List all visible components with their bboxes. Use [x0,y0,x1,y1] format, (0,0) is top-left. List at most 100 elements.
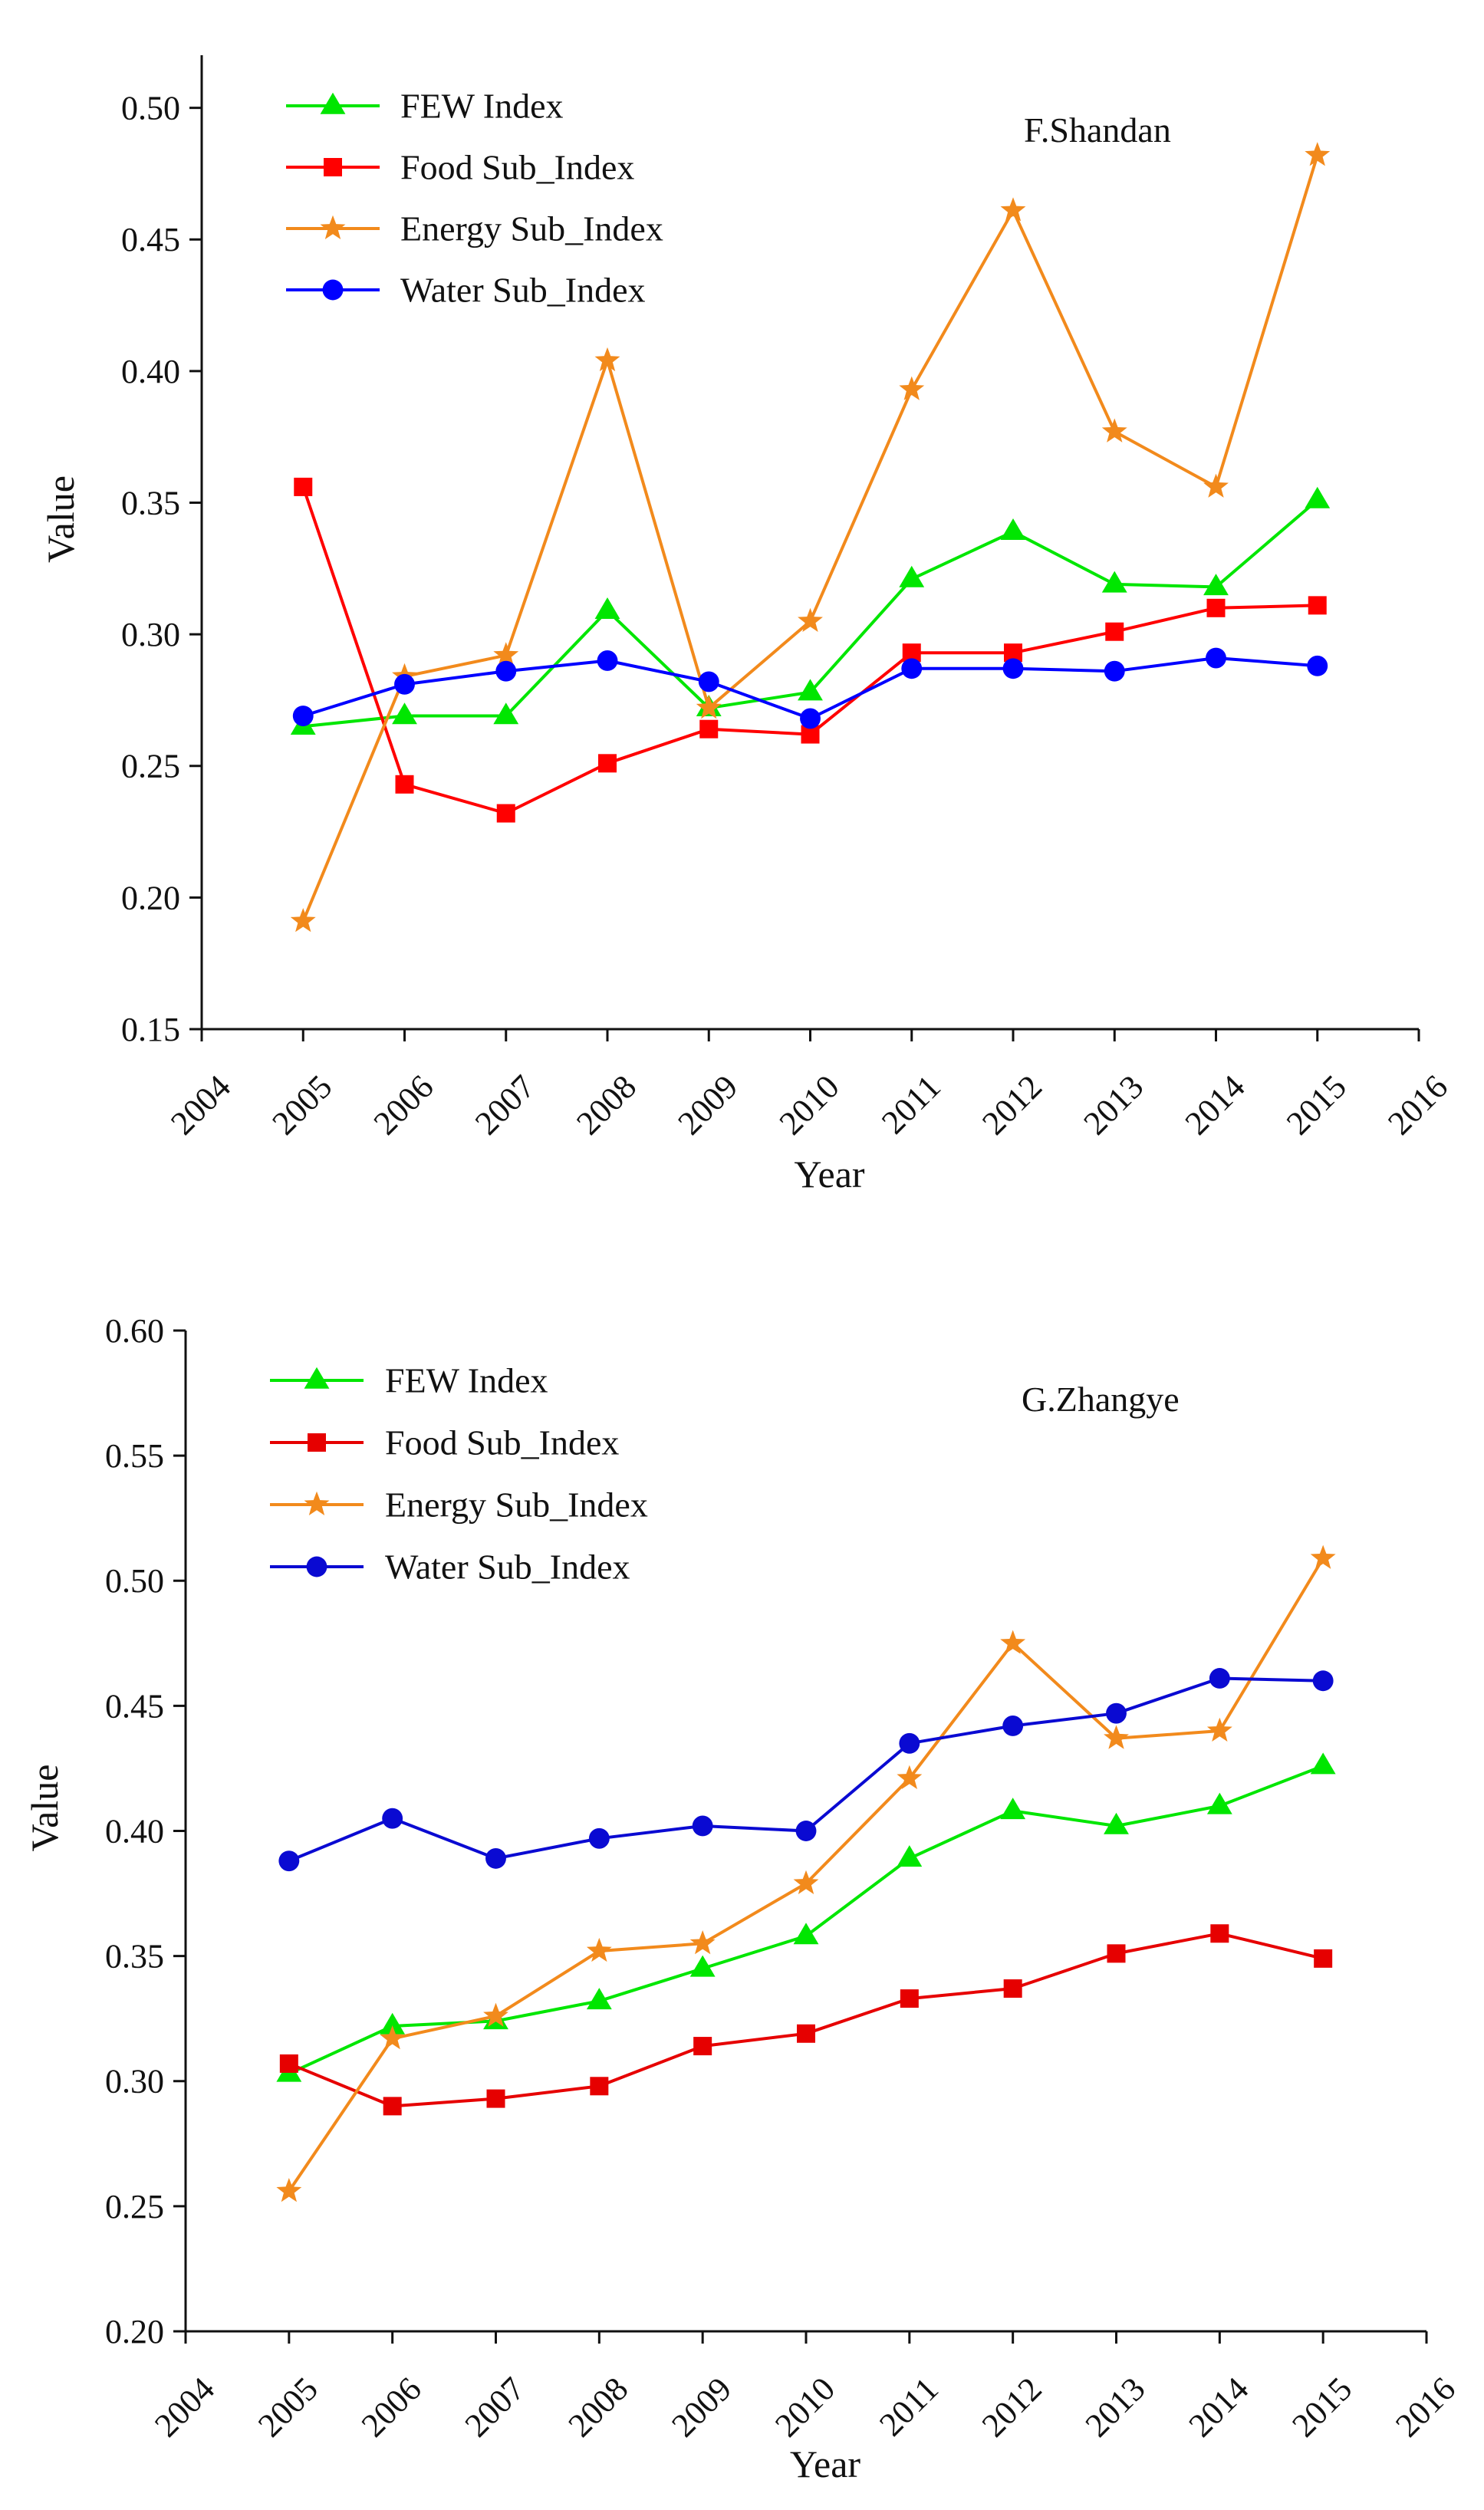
y-tick-label: 0.40 [121,353,180,390]
data-point [383,2097,402,2116]
legend-item: Energy Sub_Index [270,1485,648,1525]
y-tick-label: 0.35 [105,1938,164,1975]
data-point [1206,1717,1232,1742]
legend-label: FEW Index [385,1361,548,1400]
data-point [795,1821,817,1841]
y-tick-label: 0.45 [121,221,180,258]
data-point [897,1845,923,1867]
data-point [1104,1725,1129,1749]
legend-marker [308,1433,326,1452]
data-point [486,2089,505,2108]
y-axis-title: Value [23,1765,66,1852]
data-point [594,597,620,619]
data-point [1305,486,1331,508]
data-point [1105,622,1124,641]
data-point [900,1989,919,2008]
y-axis-title: Value [39,475,82,563]
data-point [290,907,316,933]
data-point [1308,596,1327,615]
data-point [692,1815,713,1837]
data-point [797,2024,815,2043]
data-point [1107,1944,1126,1963]
series-food-sub-index [294,477,1327,823]
y-tick-label: 0.40 [105,1812,164,1850]
legend-label: Water Sub_Index [400,271,645,310]
data-point [1305,142,1331,166]
data-point [798,679,823,701]
legend-item: FEW Index [270,1361,548,1400]
data-point [294,477,313,496]
data-point [1307,655,1328,676]
data-point [279,2054,298,2073]
data-point [483,2002,508,2027]
data-point [1002,658,1024,679]
data-point [394,673,415,695]
panel-label: F.Shandan [1024,110,1171,150]
data-point [1206,647,1226,669]
y-tick-label: 0.30 [105,2063,164,2100]
data-point [380,2012,406,2035]
data-point [696,694,722,719]
data-point [495,660,517,682]
data-point [1310,1544,1336,1569]
y-tick-label: 0.15 [121,1011,180,1048]
data-point [1210,1924,1229,1943]
data-point [793,1870,819,1894]
y-tick-label: 0.45 [105,1687,164,1725]
data-point [899,565,925,587]
series-energy-sub-index [276,1544,1336,2202]
data-point [380,2025,406,2050]
data-point [1203,574,1229,596]
legend-marker [320,215,346,239]
legend-marker [306,1556,327,1577]
y-tick-label: 0.60 [105,1312,164,1350]
data-point [276,2178,302,2202]
legend-marker [304,1491,330,1515]
legend-item: Energy Sub_Index [286,209,663,248]
data-point [899,1732,920,1754]
data-point [292,706,314,726]
data-point [901,658,923,679]
data-point [1312,1670,1334,1692]
legend-item: Food Sub_Index [270,1423,619,1462]
legend-marker [322,279,344,301]
legend: FEW Index Food Sub_Index Energy Sub_Index W… [270,1361,648,1587]
y-tick-label: 0.20 [105,2313,164,2350]
data-point [598,754,617,773]
data-point [699,719,719,739]
legend-label: FEW Index [400,87,564,126]
data-point [1000,1798,1026,1820]
y-tick-label: 0.50 [105,1562,164,1600]
data-point [798,607,823,632]
data-point [689,1930,716,1955]
data-point [1104,1812,1129,1834]
data-point [693,2037,712,2056]
data-point [1314,1949,1333,1968]
series-water-sub-index [278,1668,1334,1872]
legend-label: Energy Sub_Index [385,1485,648,1525]
data-point [1104,660,1125,682]
data-point [382,1808,403,1829]
data-point [496,804,515,823]
data-point [1000,518,1026,540]
legend-label: Food Sub_Index [400,148,634,187]
legend-item: FEW Index [286,87,564,126]
data-point [1206,598,1226,617]
data-point [1003,1979,1022,1998]
legend-marker [304,1367,330,1389]
data-point [590,2077,609,2096]
data-point [1106,1702,1127,1724]
panel-label: G.Zhangye [1022,1380,1180,1419]
data-point [493,702,519,725]
data-point [698,671,719,692]
legend-label: Energy Sub_Index [400,209,663,248]
legend-item: Food Sub_Index [286,148,634,187]
data-point [485,1847,506,1869]
data-point [493,642,519,666]
legend-label: Food Sub_Index [385,1423,619,1462]
y-tick-label: 0.50 [121,90,180,127]
data-point [1002,1716,1024,1736]
series-water-sub-index [292,647,1328,729]
data-point [597,650,618,671]
y-tick-label: 0.35 [121,484,180,521]
